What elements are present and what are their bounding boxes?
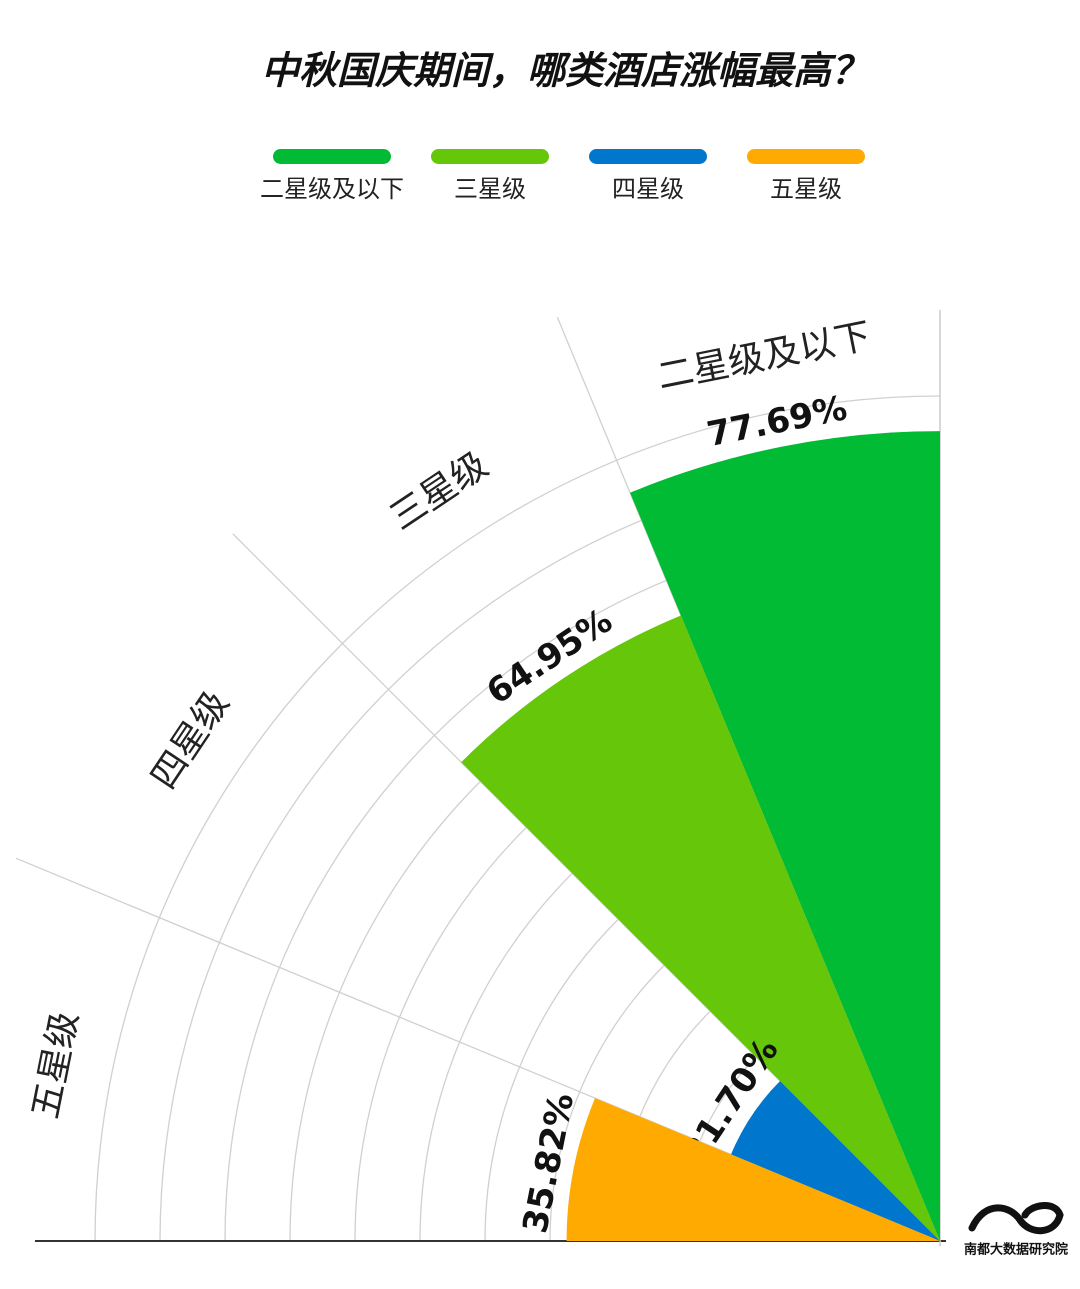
category-label: 三星级 — [383, 444, 496, 538]
category-label: 五星级 — [25, 1008, 86, 1122]
legend-swatch — [273, 149, 391, 164]
sector — [461, 615, 940, 1241]
logo: 南都大数据研究院 — [964, 1202, 1068, 1258]
legend-label: 三星级 — [454, 175, 526, 203]
category-label: 二星级及以下 — [654, 316, 874, 398]
logo-mark — [968, 1202, 1064, 1235]
legend-label: 二星级及以下 — [260, 175, 404, 203]
legend-swatch — [589, 149, 707, 164]
category-label: 四星级 — [143, 684, 237, 797]
legend-label: 四星级 — [612, 175, 684, 203]
sector — [630, 431, 940, 1241]
legend-swatch — [747, 149, 865, 164]
legend-label: 五星级 — [770, 175, 842, 203]
sector — [566, 1098, 940, 1241]
source: 南都大数据研究院 — [964, 1242, 1068, 1258]
chart-title: 中秋国庆期间，哪类酒店涨幅最高？ — [261, 49, 869, 93]
legend-swatch — [431, 149, 549, 164]
sector — [730, 1081, 940, 1241]
